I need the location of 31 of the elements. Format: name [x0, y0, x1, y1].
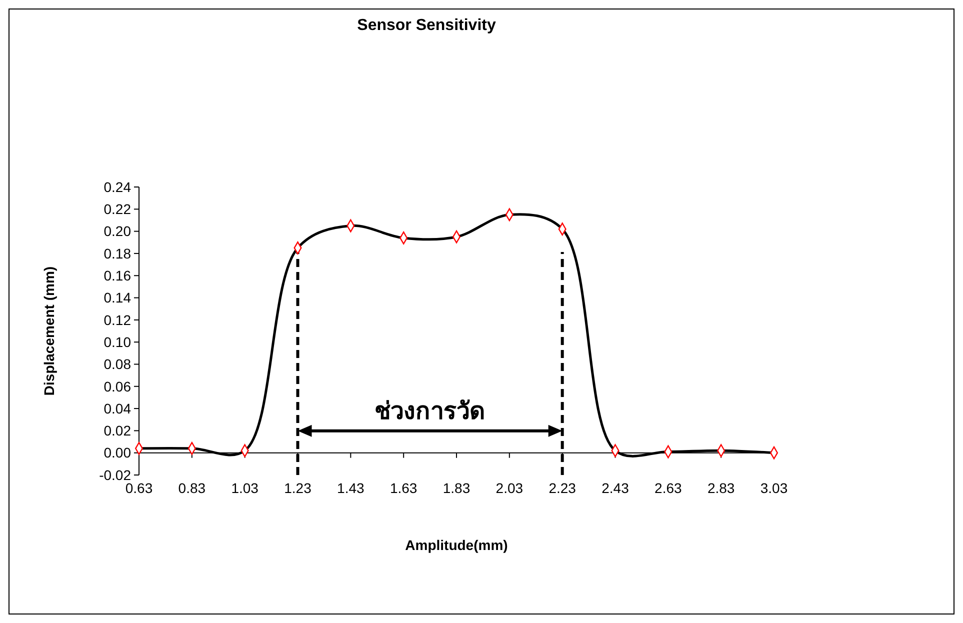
y-tick-label: 0.18 [104, 245, 132, 262]
y-tick-label: 0.16 [104, 268, 132, 284]
y-tick-label: 0.06 [104, 378, 132, 394]
x-tick-label: 2.23 [548, 480, 576, 496]
y-tick-label: -0.02 [99, 466, 132, 483]
x-tick-label: 3.03 [760, 480, 788, 496]
y-tick-label: 0.20 [104, 223, 132, 240]
chart-title: Sensor Sensitivity [357, 17, 496, 34]
y-tick-label: 0.08 [104, 356, 132, 372]
x-tick-label: 1.03 [231, 480, 259, 496]
x-tick-label: 0.83 [178, 480, 206, 496]
y-tick-label: 0.24 [104, 178, 132, 195]
y-tick-label: 0.10 [104, 334, 132, 350]
annotation: ช่วงการวัด [374, 396, 486, 425]
y-tick-label: 0.12 [104, 312, 132, 328]
y-tick-label: 0.14 [104, 290, 132, 306]
y-tick-label: 0.00 [104, 444, 132, 461]
x-tick-label: 1.43 [337, 480, 365, 496]
y-tick-label: 0.02 [104, 422, 132, 439]
x-tick-label: 0.63 [125, 480, 153, 496]
x-tick-label: 1.63 [390, 480, 418, 496]
x-tick-label: 2.63 [654, 480, 682, 496]
x-tick-label: 2.43 [602, 480, 630, 496]
y-tick-label: 0.04 [104, 400, 132, 416]
x-axis-title: Amplitude(mm) [405, 537, 508, 553]
x-tick-label: 1.23 [284, 480, 312, 496]
x-tick-label: 2.83 [707, 480, 735, 496]
y-tick-label: 0.22 [104, 201, 132, 218]
x-tick-label: 2.03 [496, 480, 524, 496]
y-axis-title: Displacement (mm) [41, 266, 57, 396]
x-tick-label: 1.83 [442, 480, 470, 496]
